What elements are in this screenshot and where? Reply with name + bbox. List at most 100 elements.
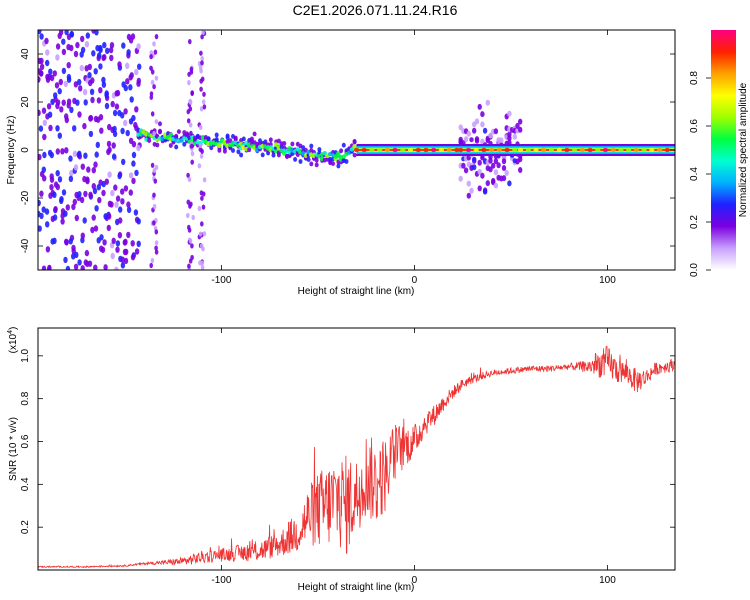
noise-column-dot	[199, 243, 204, 249]
noise-column-dot	[152, 192, 156, 198]
noise-column-dot	[188, 106, 193, 112]
noise-dot	[136, 240, 141, 247]
noise-dot	[90, 226, 95, 234]
spectral-spread-dot	[236, 149, 241, 155]
snr-frame	[37, 327, 676, 571]
carrier-peak-dot	[626, 147, 632, 153]
carrier-peak-dot	[496, 147, 502, 153]
spectrogram-y-axis-label: Frequency (Hz)	[6, 116, 17, 185]
noise-dot	[87, 72, 92, 79]
noise-dot	[88, 130, 94, 138]
noise-dot	[115, 246, 120, 253]
noise-column-dot	[200, 264, 205, 270]
noise-dot	[49, 74, 55, 82]
noise-column-dot	[186, 118, 191, 124]
noise-dot	[93, 161, 98, 168]
noise-dot	[130, 254, 136, 261]
spectral-spread-dot	[168, 143, 173, 148]
noise-dot	[45, 246, 51, 253]
spectral-spread-dot	[282, 141, 287, 146]
snr-x-ticks: -100 0 100	[211, 328, 616, 586]
noise-dot	[97, 196, 102, 204]
colorbar-ticks: 0.0 0.2 0.4 0.6 0.8	[689, 71, 711, 277]
noise-column-dot	[188, 122, 193, 128]
carrier-peak-dot	[415, 147, 421, 153]
carrier-peak-dot	[595, 147, 601, 153]
noise-dot	[128, 172, 134, 179]
noise-dot	[101, 54, 106, 61]
noise-dot	[38, 125, 44, 132]
noise-dot	[79, 196, 85, 204]
noise-column-dot	[198, 231, 203, 237]
noise-column-dot	[150, 111, 155, 117]
noise-column-dot	[188, 99, 193, 105]
noise-dot	[60, 148, 65, 155]
burst-dot	[469, 187, 474, 194]
noise-column-dot	[189, 130, 193, 136]
carrier-peak-dot	[664, 147, 670, 153]
noise-column-dot	[152, 220, 156, 226]
burst-dot	[488, 132, 493, 139]
noise-dot	[123, 185, 129, 192]
noise-dot	[72, 125, 77, 132]
noise-dot	[117, 61, 122, 68]
snr-y-tick-label: 0.2	[20, 520, 31, 534]
noise-dot	[95, 141, 101, 149]
carrier-peak-dot	[454, 147, 460, 153]
spectral-spread-dot	[174, 133, 179, 139]
noise-dot	[110, 252, 115, 260]
burst-dot	[501, 165, 507, 171]
spectral-spread-dot	[231, 148, 235, 153]
carrier-peak-dot	[361, 147, 367, 153]
carrier-dot	[217, 143, 222, 149]
noise-dot	[55, 99, 61, 106]
burst-dot	[512, 133, 517, 140]
spectral-spread-dot	[214, 132, 219, 138]
noise-dot	[63, 256, 68, 264]
noise-column-dot	[197, 163, 202, 169]
spectral-spread-dot	[260, 152, 265, 158]
noise-dot	[121, 158, 126, 166]
noise-column-dot	[202, 177, 207, 183]
noise-dot	[63, 80, 68, 88]
noise-column-dot	[150, 257, 155, 264]
burst-dot	[485, 180, 490, 187]
carrier-peak-dot	[556, 147, 562, 153]
noise-dot	[47, 265, 52, 270]
spectral-spread-dot	[247, 147, 252, 153]
noise-dot	[101, 189, 106, 197]
noise-dot	[72, 198, 78, 206]
carrier-peak-dot	[618, 147, 624, 153]
noise-column-dot	[190, 243, 194, 249]
noise-dot	[109, 54, 114, 62]
noise-dot	[61, 38, 66, 45]
noise-dot	[72, 150, 78, 157]
noise-dot	[41, 206, 46, 213]
colorbar-tick-label: 0.2	[689, 215, 700, 229]
spectral-spread-dot	[182, 141, 187, 147]
spectral-spread-dot	[268, 137, 273, 143]
noise-dot	[109, 42, 115, 49]
colorbar-label: Normalized spectral amplitude	[738, 82, 749, 217]
carrier-peak-dot	[579, 147, 585, 153]
noise-column-dot	[150, 69, 155, 75]
noise-dot	[60, 218, 65, 225]
noise-dot	[55, 125, 60, 132]
noise-dot	[129, 72, 134, 79]
noise-dot	[75, 41, 80, 49]
spectral-spread-dot	[290, 141, 295, 147]
carrier-peak-dot	[533, 147, 539, 153]
spectral-spread-dot	[276, 138, 281, 144]
noise-column-dot	[201, 191, 206, 197]
noise-dot	[98, 114, 104, 121]
burst-dot	[461, 162, 466, 169]
noise-column-dot	[149, 54, 153, 60]
burst-dot	[518, 118, 523, 125]
noise-dot	[117, 172, 122, 180]
noise-column-dot	[198, 142, 203, 148]
noise-dot	[102, 41, 107, 49]
noise-column-dot	[152, 203, 157, 210]
burst-dot	[480, 111, 485, 118]
noise-dot	[63, 238, 69, 245]
